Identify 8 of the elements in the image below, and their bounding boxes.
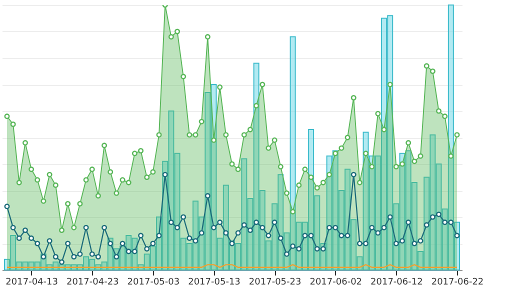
x-tick-label: 2017-05-03 (127, 278, 180, 288)
x-tick-label: 2017-06-02 (310, 278, 362, 288)
x-tick-label: 2017-06-22 (431, 278, 484, 288)
x-tick-label: 2017-05-13 (188, 278, 240, 288)
x-tick-label: 2017-06-12 (370, 278, 423, 288)
x-tick-label: 2017-05-23 (248, 278, 302, 288)
x-tick-label: 2017-04-13 (6, 278, 58, 288)
x-tick-label: 2017-04-23 (66, 278, 119, 288)
